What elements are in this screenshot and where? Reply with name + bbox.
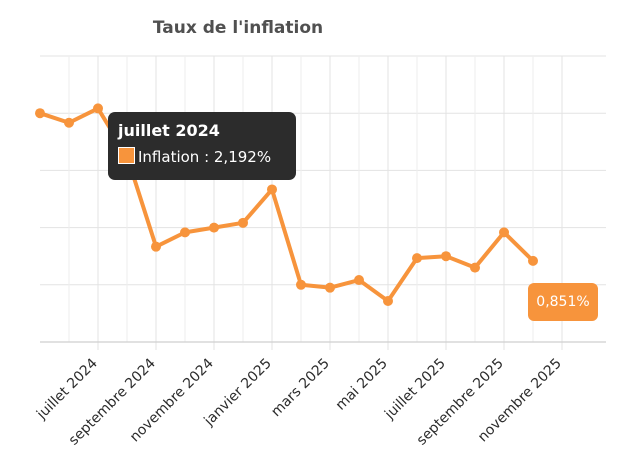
data-point	[267, 184, 277, 195]
data-points	[35, 103, 538, 307]
x-tick-label: mai 2025	[333, 356, 391, 414]
data-point	[64, 117, 74, 128]
data-point	[238, 217, 248, 228]
data-point	[180, 227, 190, 238]
data-point	[499, 227, 509, 238]
tooltip: juillet 2024 Inflation : 2,192%	[108, 112, 296, 180]
tooltip-row: Inflation : 2,192%	[118, 145, 286, 169]
chart-title: Taux de l'inflation	[152, 18, 324, 38]
last-value-label: 0,851%	[528, 283, 598, 321]
data-point	[470, 262, 480, 273]
tooltip-value: Inflation : 2,192%	[138, 148, 272, 166]
tooltip-title: juillet 2024	[118, 121, 220, 140]
data-point	[383, 296, 393, 307]
data-point	[354, 275, 364, 286]
data-point	[209, 222, 219, 233]
grid-lines	[40, 55, 606, 350]
data-point	[296, 279, 306, 290]
data-point	[151, 241, 161, 252]
data-point	[412, 253, 422, 264]
data-point	[93, 103, 103, 114]
x-tick-label: mars 2025	[268, 356, 333, 421]
data-point	[325, 282, 335, 293]
series-swatch	[118, 147, 135, 164]
data-point	[528, 255, 538, 266]
data-point	[441, 251, 451, 262]
data-point	[35, 108, 45, 119]
